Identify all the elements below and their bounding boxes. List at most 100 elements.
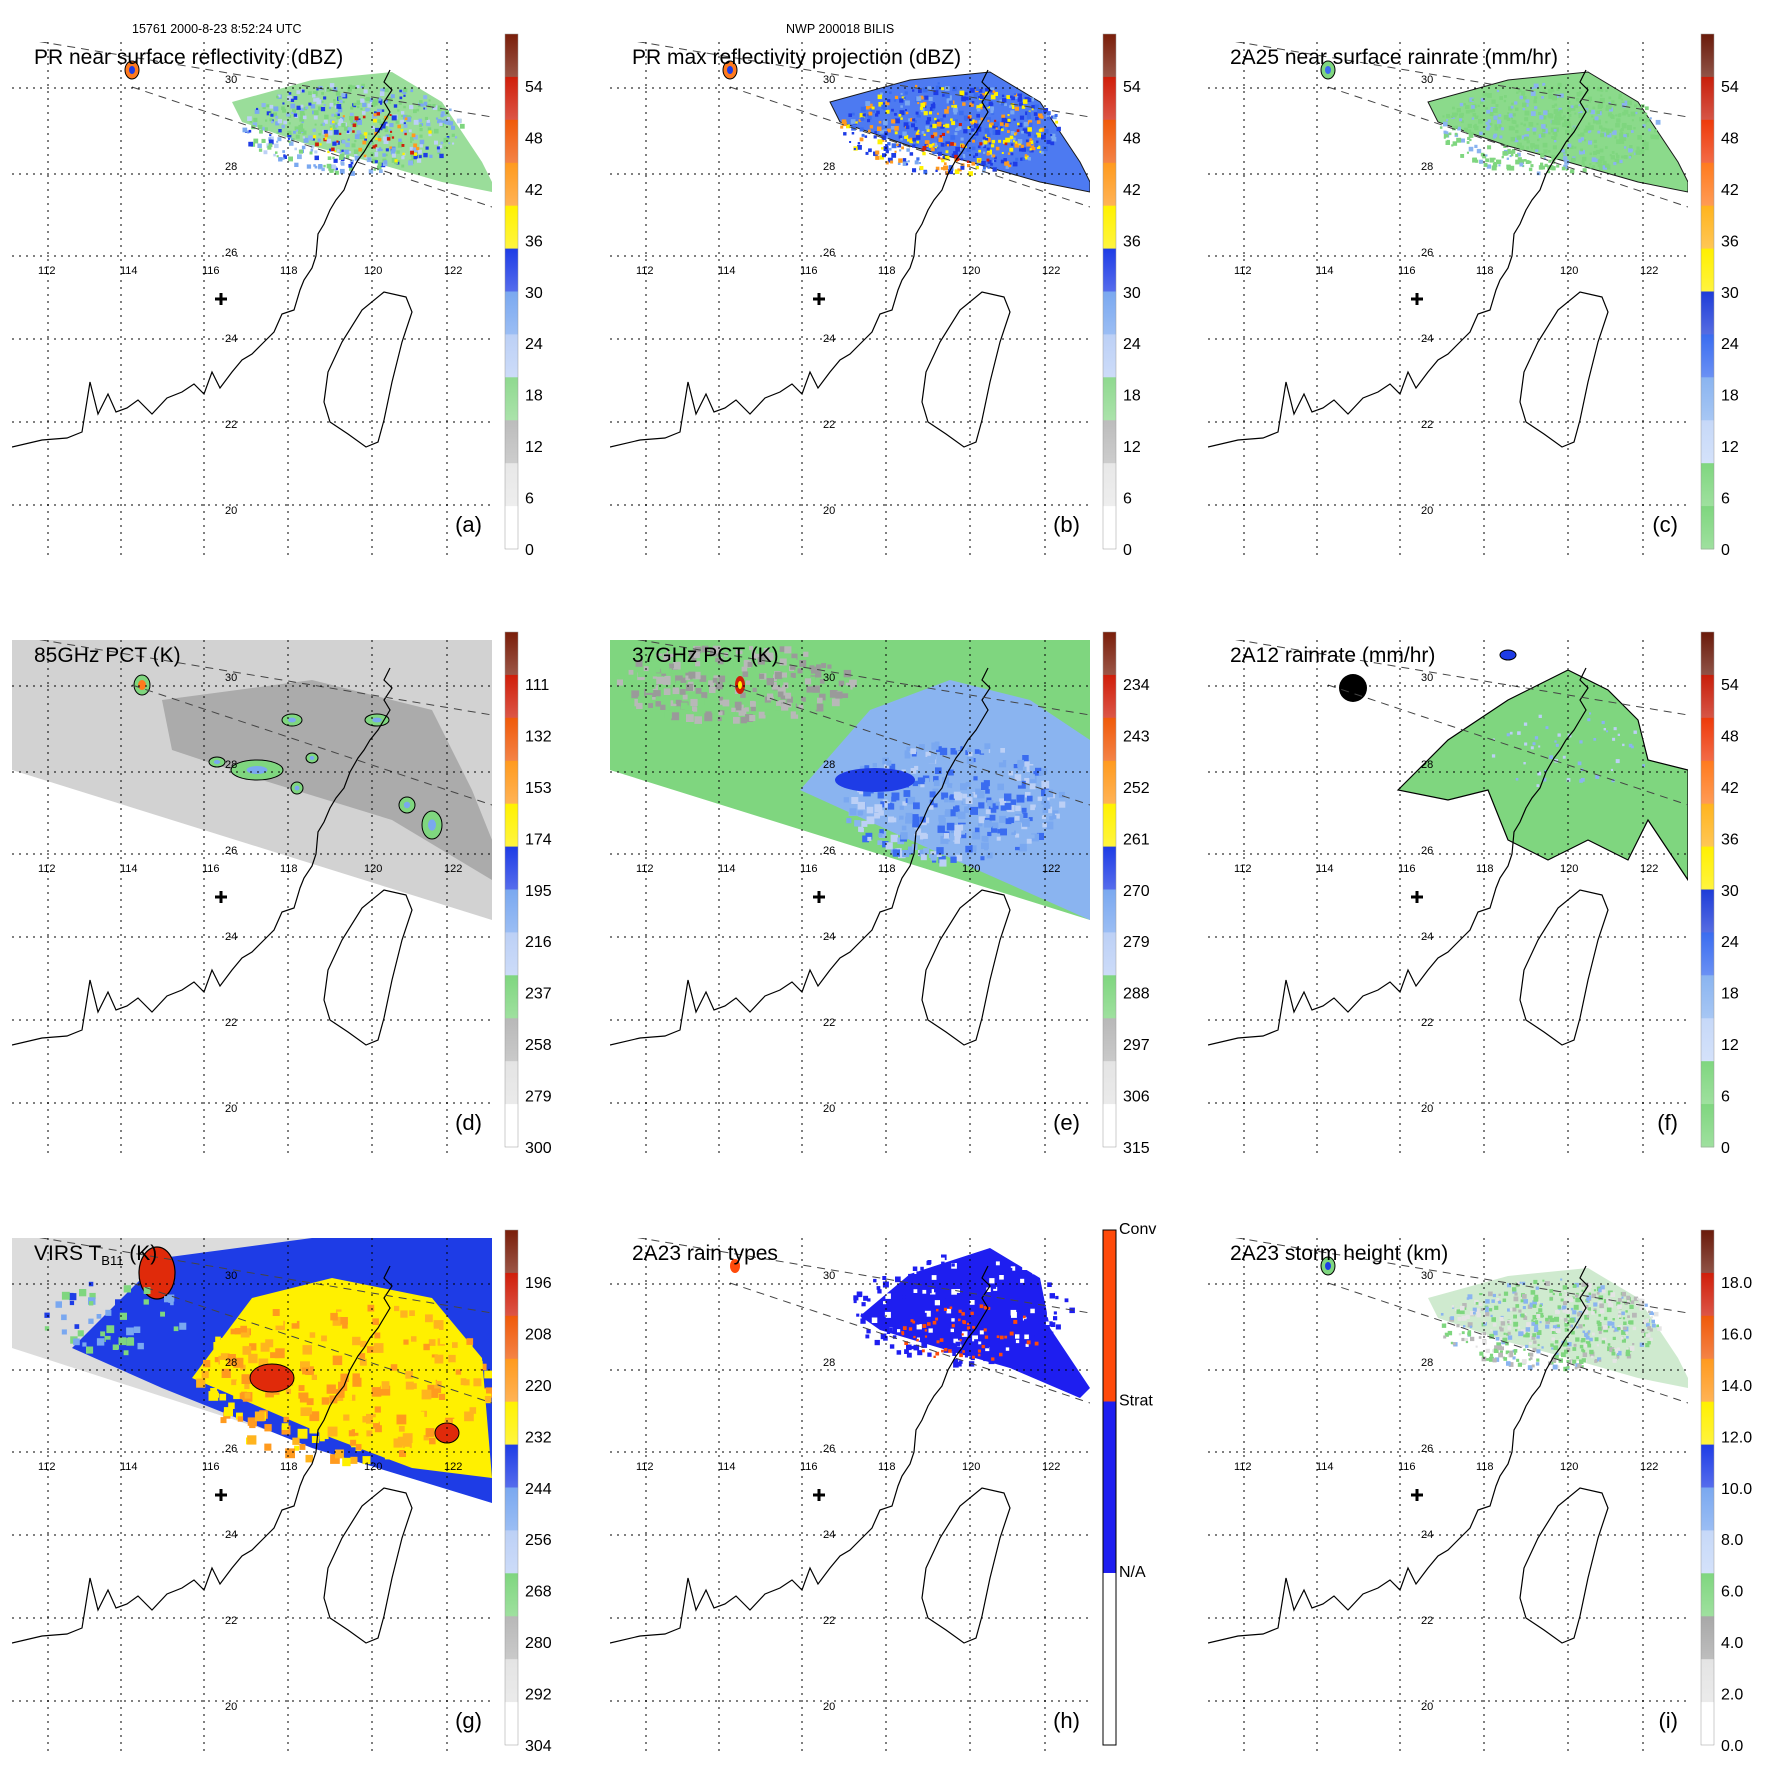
field-pixel — [440, 141, 444, 145]
field-pixel — [1478, 118, 1483, 124]
field-pixel — [1598, 1295, 1604, 1300]
coastline — [1208, 69, 1589, 448]
field-pixel — [979, 103, 983, 108]
field-pixel — [1586, 1287, 1591, 1292]
colorbar-label: 237 — [525, 986, 552, 1003]
field-pixel — [945, 150, 949, 154]
field-pixel — [1503, 1291, 1509, 1296]
field-pixel — [1497, 1345, 1502, 1351]
field-pixel — [1633, 1296, 1639, 1301]
field-pixel — [982, 105, 986, 109]
field-pixel — [922, 825, 929, 831]
field-pixel — [974, 1339, 979, 1344]
field-pixel — [964, 92, 968, 96]
field-pixel — [1562, 122, 1567, 127]
field-pixel — [1603, 1316, 1608, 1321]
field-pixel — [1055, 120, 1059, 124]
field-pixel — [402, 1433, 413, 1443]
field-pixel — [985, 1347, 990, 1352]
field-pixel — [974, 827, 980, 833]
field-pixel — [664, 710, 672, 719]
field-pixel — [904, 752, 911, 759]
field-pixel — [1570, 1324, 1573, 1327]
field-pixel — [961, 1331, 968, 1337]
field-pixel — [752, 687, 757, 692]
colorbar-label: 243 — [1123, 728, 1150, 745]
longitude-label: 122 — [1042, 265, 1060, 277]
field-pixel — [913, 1335, 916, 1339]
colorbar-label: 24 — [1721, 336, 1739, 353]
field-pixel — [1480, 1308, 1484, 1311]
field-pixel — [742, 671, 749, 677]
colorbar-segment — [1103, 1061, 1116, 1105]
field-pixel — [859, 137, 864, 142]
field-pixel — [1530, 746, 1534, 750]
field-pixel — [133, 1350, 139, 1356]
longitude-label: 112 — [636, 265, 654, 277]
field-pixel — [984, 819, 992, 828]
field-pixel — [898, 850, 906, 859]
field-pixel — [860, 117, 865, 121]
field-pixel — [893, 99, 897, 102]
field-pixel — [1548, 132, 1551, 135]
field-pixel — [981, 143, 985, 147]
field-pixel — [918, 89, 922, 93]
field-pixel — [426, 121, 431, 127]
field-pixel — [1517, 142, 1522, 148]
field-pixel — [1001, 117, 1007, 123]
field-pixel — [1513, 1321, 1519, 1327]
field-pixel — [1519, 162, 1524, 167]
field-pixel — [945, 141, 951, 147]
field-pixel — [827, 664, 832, 669]
field-pixel — [380, 88, 383, 92]
latitude-label: 28 — [1421, 759, 1433, 771]
field-pixel — [1532, 131, 1536, 135]
field-pixel — [915, 135, 921, 140]
panel-title-main: 37GHz PCT (K) — [632, 644, 779, 667]
field-pixel — [867, 1287, 874, 1294]
field-pixel — [410, 140, 413, 143]
field-pixel — [668, 647, 674, 654]
colorbar-segment — [505, 506, 518, 550]
field-pixel — [978, 816, 986, 824]
field-pixel — [1624, 100, 1630, 106]
field-pixel — [1042, 823, 1047, 828]
field-pixel — [875, 113, 879, 117]
field-pixel — [1586, 85, 1590, 89]
field-pixel — [1584, 139, 1587, 142]
field-pixel — [1509, 731, 1513, 735]
field-pixel — [374, 111, 377, 114]
field-pixel — [313, 98, 317, 102]
field-pixel — [1541, 133, 1546, 138]
field-pixel — [376, 165, 382, 171]
field-pixel — [369, 141, 373, 145]
field-pixel — [693, 671, 701, 680]
field-pixel — [959, 90, 965, 96]
field-pixel — [881, 135, 887, 140]
field-pixel — [969, 102, 974, 107]
colorbar-segment — [1103, 632, 1116, 676]
field-pixel — [1526, 1322, 1532, 1328]
field-pixel — [1545, 1317, 1549, 1322]
field-pixel — [1569, 1317, 1575, 1323]
field-pixel — [1598, 125, 1603, 129]
panel-letter: (i) — [1658, 1708, 1678, 1733]
field-pixel — [909, 137, 914, 142]
field-pixel — [1594, 1337, 1599, 1342]
field-pixel — [362, 102, 367, 108]
swath-edge-line — [1327, 684, 1688, 806]
field-pixel — [1513, 1352, 1517, 1355]
field-pixel — [1048, 1331, 1054, 1337]
field-pixel — [946, 822, 955, 831]
field-pixel — [384, 88, 389, 93]
field-pixel — [720, 684, 728, 692]
colorbar-segment — [505, 1358, 518, 1403]
field-pixel — [1508, 113, 1514, 119]
field-pixel — [1046, 139, 1051, 145]
longitude-label: 116 — [202, 1461, 220, 1473]
field-pixel — [1631, 119, 1634, 122]
field-pixel — [757, 657, 765, 665]
field-pixel — [1011, 1312, 1017, 1318]
field-pixel — [1591, 157, 1597, 162]
field-pixel — [270, 113, 274, 117]
